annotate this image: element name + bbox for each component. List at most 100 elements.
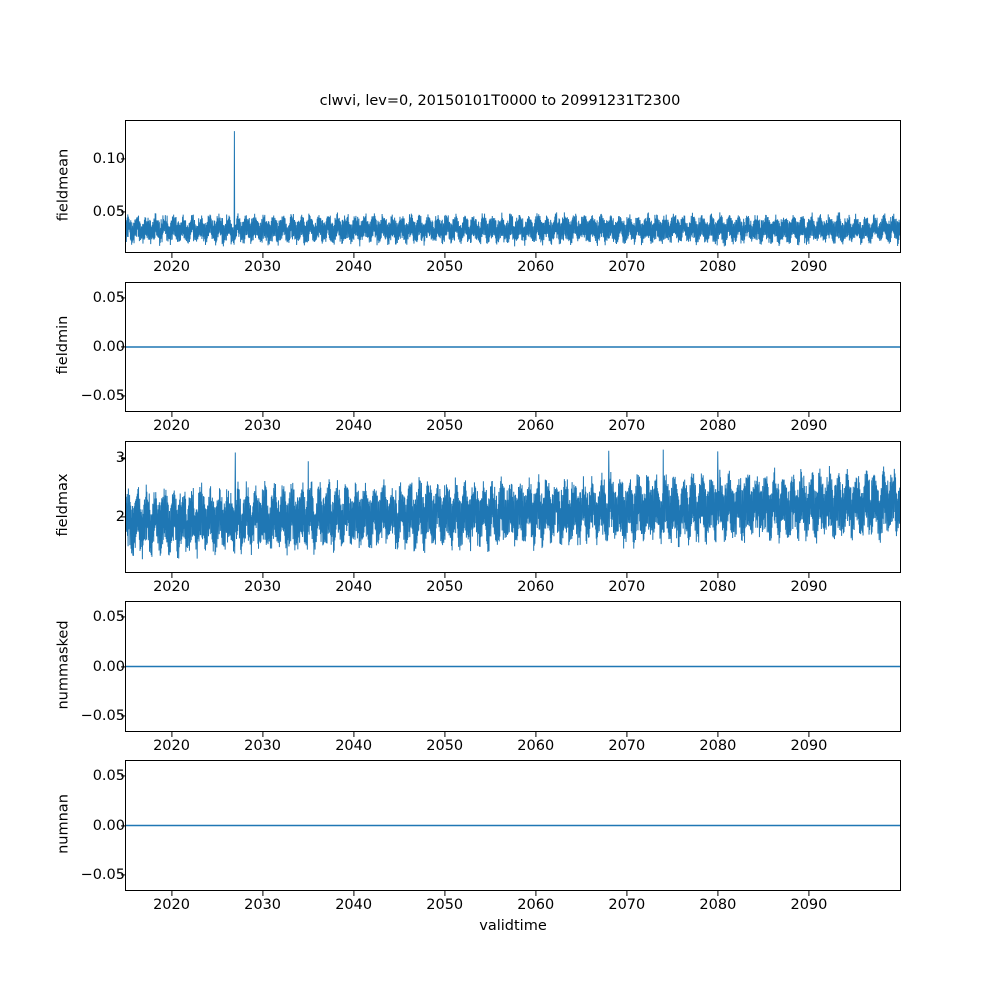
y-axis-label-fieldmin: fieldmin: [55, 315, 71, 375]
x-tick-mark: [444, 573, 446, 578]
x-tick-mark: [717, 412, 719, 417]
x-tick-label-fieldmean-7: 2090: [790, 259, 828, 275]
x-tick-label-nummasked-7: 2090: [790, 738, 828, 754]
x-tick-label-fieldmax-4: 2060: [517, 579, 555, 595]
y-tick-label-nummasked-0: −0.05: [80, 708, 125, 725]
x-tick-label-fieldmax-6: 2080: [699, 579, 737, 595]
y-tick-label-fieldmean-1: 0.10: [92, 150, 125, 167]
x-tick-mark: [261, 412, 264, 417]
x-tick-mark: [170, 891, 173, 896]
data-line-fieldmean: [126, 131, 900, 246]
plot-area-nummasked: [126, 602, 900, 731]
x-tick-mark: [535, 573, 537, 578]
x-tick-label-nummasked-2: 2040: [335, 738, 373, 754]
y-tick-mark: [120, 775, 125, 777]
x-tick-mark: [353, 732, 355, 737]
x-tick-label-nummasked-0: 2020: [153, 738, 190, 754]
plot-area-fieldmin: [126, 283, 900, 411]
x-tick-mark: [808, 891, 810, 896]
subplot-numnan: [125, 760, 901, 891]
plot-area-numnan: [126, 761, 900, 890]
x-tick-label-numnan-5: 2070: [608, 897, 646, 913]
x-tick-label-fieldmean-0: 2020: [153, 259, 190, 275]
x-tick-mark: [717, 573, 719, 578]
x-tick-label-numnan-3: 2050: [426, 897, 464, 913]
x-tick-label-fieldmax-5: 2070: [608, 579, 646, 595]
x-tick-mark: [535, 253, 537, 258]
y-tick-mark: [120, 665, 125, 668]
x-tick-mark: [444, 891, 446, 896]
plot-area-fieldmax: [126, 442, 900, 572]
y-tick-label-numnan-2: 0.05: [92, 767, 125, 784]
x-tick-mark: [717, 891, 719, 896]
x-tick-label-numnan-6: 2080: [699, 897, 737, 913]
x-tick-label-fieldmean-2: 2040: [335, 259, 373, 275]
x-tick-label-numnan-2: 2040: [335, 897, 373, 913]
x-tick-label-numnan-1: 2030: [244, 897, 282, 913]
x-tick-label-fieldmean-1: 2030: [244, 259, 282, 275]
x-tick-mark: [535, 891, 537, 896]
y-tick-mark: [120, 158, 125, 160]
x-tick-mark: [353, 253, 355, 258]
x-tick-mark: [444, 253, 446, 258]
x-tick-mark: [170, 412, 173, 417]
x-tick-mark: [535, 412, 537, 417]
subplot-nummasked: [125, 601, 901, 732]
x-tick-label-nummasked-1: 2030: [244, 738, 282, 754]
y-axis-label-fieldmean: fieldmean: [55, 148, 71, 221]
x-tick-mark: [626, 253, 628, 258]
x-tick-mark: [444, 732, 446, 737]
x-tick-label-fieldmean-3: 2050: [426, 259, 464, 275]
y-tick-label-numnan-0: −0.05: [80, 867, 125, 884]
x-tick-label-fieldmin-1: 2030: [244, 418, 282, 434]
y-tick-mark: [120, 516, 125, 518]
x-tick-label-fieldmin-5: 2070: [608, 418, 646, 434]
y-tick-label-fieldmin-0: −0.05: [80, 388, 125, 405]
x-tick-label-fieldmax-7: 2090: [790, 579, 828, 595]
x-tick-mark: [170, 573, 173, 578]
x-tick-mark: [626, 573, 628, 578]
plot-area-fieldmean: [126, 121, 900, 252]
x-tick-mark: [717, 253, 719, 258]
y-tick-label-numnan-1: 0.00: [92, 817, 125, 834]
y-tick-label-fieldmin-2: 0.05: [92, 289, 125, 306]
x-tick-label-nummasked-6: 2080: [699, 738, 737, 754]
y-axis-label-nummasked: nummasked: [55, 619, 71, 710]
x-tick-mark: [626, 891, 628, 896]
subplot-fieldmin: [125, 282, 901, 412]
x-tick-label-nummasked-4: 2060: [517, 738, 555, 754]
y-tick-mark: [120, 824, 125, 827]
y-tick-mark: [120, 457, 125, 459]
x-tick-mark: [353, 891, 355, 896]
x-tick-label-nummasked-5: 2070: [608, 738, 646, 754]
x-tick-label-fieldmin-0: 2020: [153, 418, 190, 434]
x-tick-label-fieldmean-4: 2060: [517, 259, 555, 275]
x-tick-mark: [626, 732, 628, 737]
y-tick-label-fieldmean-0: 0.05: [92, 204, 125, 221]
y-tick-label-nummasked-2: 0.05: [92, 608, 125, 625]
figure-title: clwvi, lev=0, 20150101T0000 to 20991231T…: [319, 93, 681, 109]
x-tick-mark: [717, 732, 719, 737]
y-tick-mark: [120, 616, 125, 618]
x-tick-mark: [170, 732, 173, 737]
x-tick-label-fieldmean-6: 2080: [699, 259, 737, 275]
x-tick-label-fieldmax-2: 2040: [335, 579, 373, 595]
y-tick-mark: [120, 297, 125, 299]
data-line-fieldmax: [126, 450, 900, 560]
x-tick-label-numnan-0: 2020: [153, 897, 190, 913]
x-tick-mark: [808, 412, 810, 417]
x-tick-mark: [261, 253, 264, 258]
x-tick-label-fieldmin-6: 2080: [699, 418, 737, 434]
x-tick-label-fieldmin-2: 2040: [335, 418, 373, 434]
y-axis-label-fieldmax: fieldmax: [55, 473, 71, 537]
x-tick-label-numnan-7: 2090: [790, 897, 828, 913]
y-tick-label-fieldmax-0: 2: [0, 509, 133, 525]
x-tick-mark: [353, 573, 355, 578]
x-tick-mark: [808, 732, 810, 737]
x-tick-label-fieldmean-5: 2070: [608, 259, 646, 275]
x-tick-mark: [808, 253, 810, 258]
y-tick-mark: [120, 346, 125, 348]
y-tick-label-nummasked-1: 0.00: [92, 658, 125, 675]
x-tick-mark: [535, 732, 537, 737]
subplot-fieldmean: [125, 120, 901, 253]
